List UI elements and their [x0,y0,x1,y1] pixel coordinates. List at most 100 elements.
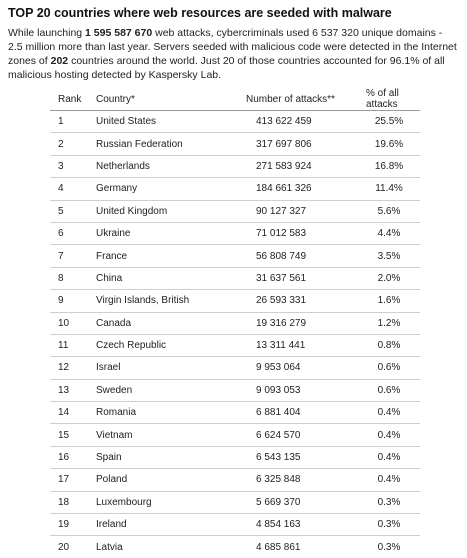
cell-share: 16.8% [350,155,420,179]
cell-attacks: 4 854 163 [228,513,350,537]
cell-country: Israel [88,356,228,380]
cell-rank: 13 [50,379,88,403]
cell-attacks: 6 881 404 [228,401,350,425]
cell-rank: 8 [50,267,88,291]
cell-share: 0.4% [350,423,420,447]
intro-attacks-total: 1 595 587 670 [85,27,153,39]
table-row: 5 United Kingdom 90 127 327 5.6% [50,200,420,223]
table-row: 14 Romania 6 881 404 0.4% [50,401,420,425]
page-title: TOP 20 countries where web resources are… [8,6,392,20]
cell-country: Spain [88,446,228,470]
table-row: 6 Ukraine 71 012 583 4.4% [50,222,420,246]
table-row: 9 Virgin Islands, British 26 593 331 1.6% [50,289,420,313]
cell-attacks: 9 953 064 [228,356,350,380]
cell-attacks: 6 325 848 [228,468,350,492]
intro-text-2: web attacks, cybercriminals used 6 537 3… [8,27,457,67]
cell-attacks: 19 316 279 [228,312,350,335]
cell-rank: 10 [50,312,88,335]
table-row: 13 Sweden 9 093 053 0.6% [50,379,420,403]
table-row: 7 France 56 808 749 3.5% [50,244,420,268]
header-share: % of all attacks [350,88,420,111]
table-row: 11 Czech Republic 13 311 441 0.8% [50,334,420,358]
cell-share: 2.0% [350,267,420,291]
cell-country: Latvia [96,541,123,553]
cell-share: 3.5% [350,244,420,268]
cell-country: Virgin Islands, British [88,289,228,313]
header-country: Country* [88,88,228,111]
cell-attacks: 413 622 459 [228,110,350,134]
cell-share: 0.6% [350,356,420,380]
intro-countries-count: 202 [50,55,69,67]
cell-share: 0.8% [350,334,420,358]
cell-share: 5.6% [350,200,420,223]
table-body: 1 United States 413 622 459 25.5% 2 Russian F… [50,110,420,558]
cell-country: Russian Federation [88,132,228,156]
cell-rank: 12 [50,356,88,380]
cell-share: 0.3% [350,491,420,515]
table-row: 16 Spain 6 543 135 0.4% [50,446,420,470]
intro-text-1: While launching [8,27,86,39]
table-row: 20 Latvia 4 685 861 0.3% [50,536,420,558]
table-row: 10 Canada 19 316 279 1.2% [50,312,420,335]
cell-share: 4.4% [350,222,420,246]
cell-rank: 17 [50,468,88,492]
cell-attacks: 271 583 924 [228,155,350,179]
cell-rank: 16 [50,446,88,470]
cell-rank: 4 [50,177,88,201]
cell-country: Netherlands [88,155,228,179]
cell-country: Ukraine [88,222,228,246]
table-row: 4 Germany 184 661 326 11.4% [50,177,420,201]
table-row: 8 China 31 637 561 2.0% [50,267,420,291]
table-row: 15 Vietnam 6 624 570 0.4% [50,423,420,447]
cell-attacks: 31 637 561 [228,267,350,291]
table-row: 12 Israel 9 953 064 0.6% [50,356,420,380]
cell-attacks: 6 543 135 [228,446,350,470]
cell-rank: 6 [50,222,88,246]
cell-country: France [88,244,228,268]
cell-country: Ireland [88,513,228,537]
cell-share: 25.5% [350,110,420,134]
cell-attacks: 90 127 327 [228,200,350,223]
cell-rank: 9 [50,289,88,313]
cell-country: United Kingdom [88,200,228,223]
countries-table: Rank Country* Number of attacks** % of a… [50,88,420,558]
cell-rank: 14 [50,401,88,425]
cell-country: Germany [88,177,228,201]
cell-rank: 7 [50,244,88,268]
cell-rank: 2 [50,132,88,156]
cell-attacks: 6 624 570 [228,423,350,447]
cell-rank: 19 [50,513,88,537]
table-header: Rank Country* Number of attacks** % of a… [50,88,420,111]
table-row: 1 United States 413 622 459 25.5% [50,110,420,134]
header-row: Rank Country* Number of attacks** % of a… [50,88,420,111]
cell-share: 1.6% [350,289,420,313]
cell-share: 11.4% [350,177,420,201]
cell-attacks: 26 593 331 [228,289,350,313]
cell-country: Sweden [88,379,228,403]
table-row: 2 Russian Federation 317 697 806 19.6% [50,132,420,156]
intro-paragraph: While launching 1 595 587 670 web attack… [8,26,459,82]
cell-attacks: 317 697 806 [228,132,350,156]
cell-share: 0.3% [350,513,420,537]
cell-attacks: 4 685 861 [256,541,301,553]
header-attacks: Number of attacks** [228,88,350,111]
cell-rank: 11 [50,334,88,358]
cell-rank: 20 [58,541,70,553]
header-rank: Rank [50,88,88,111]
cell-share: 0.4% [350,401,420,425]
cell-country: China [88,267,228,291]
cell-country: Luxembourg [88,491,228,515]
cell-attacks: 5 669 370 [228,491,350,515]
cell-attacks: 184 661 326 [228,177,350,201]
cell-share: 0.3% [377,541,401,553]
cell-attacks: 9 093 053 [228,379,350,403]
cell-rank: 5 [50,200,88,223]
cell-rank: 1 [50,110,88,134]
cell-country: Vietnam [88,423,228,447]
cell-attacks: 13 311 441 [228,334,350,358]
cell-country: Canada [88,312,228,335]
cell-attacks: 56 808 749 [228,244,350,268]
cell-rank: 15 [50,423,88,447]
table-row: 18 Luxembourg 5 669 370 0.3% [50,491,420,515]
